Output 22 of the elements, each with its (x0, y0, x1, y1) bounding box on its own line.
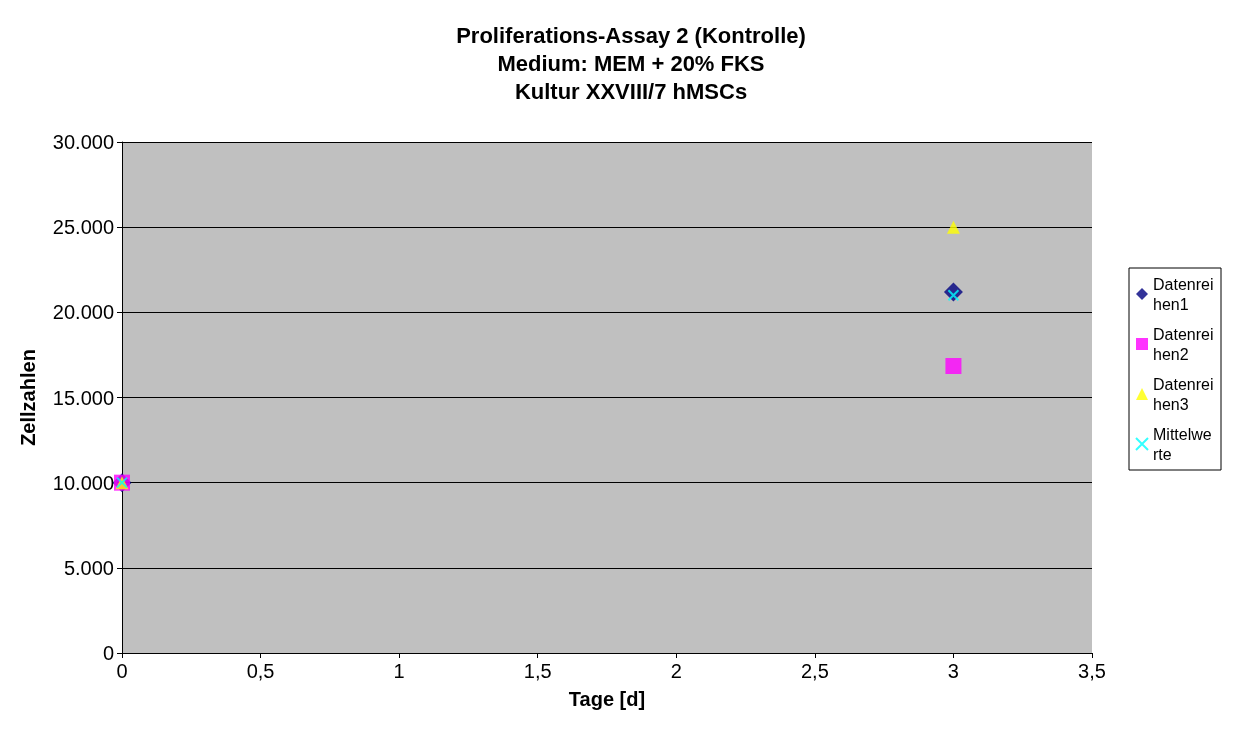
y-tick-label: 5.000 (63, 556, 114, 579)
x-tick-label: 1,5 (523, 660, 552, 682)
y-tick-label: 0 (102, 642, 114, 664)
x-tick-label: 1 (393, 660, 405, 682)
x-axis-title: Tage [d] (568, 688, 646, 710)
y-tick-label: 10.000 (52, 471, 114, 494)
x-tick-label: 2 (670, 660, 682, 682)
legend-label: Datenreihen2 (1153, 325, 1214, 363)
x-tick-label: 3 (947, 660, 959, 682)
y-tick-label: 15.000 (52, 386, 114, 409)
legend-label: Datenreihen3 (1153, 375, 1214, 413)
legend-label: Datenreihen1 (1153, 275, 1214, 313)
x-tick-label: 2,5 (800, 660, 829, 682)
x-tick-label: 3,5 (1078, 660, 1106, 682)
x-tick-label: 0,5 (246, 660, 275, 682)
y-tick-label: 25.000 (52, 216, 114, 239)
legend-label: Mittelwerte (1153, 425, 1212, 463)
y-tick-label: 20.000 (52, 301, 114, 324)
chart-title: Proliferations-Assay 2 (Kontrolle) Medium: MEM + 20% FKS Kultur XXVIII/7 hMSCs (456, 22, 806, 104)
y-axis-title: Zellzahlen (17, 349, 39, 446)
y-tick-label: 30.000 (52, 131, 114, 153)
x-tick-label: 0 (116, 660, 128, 682)
